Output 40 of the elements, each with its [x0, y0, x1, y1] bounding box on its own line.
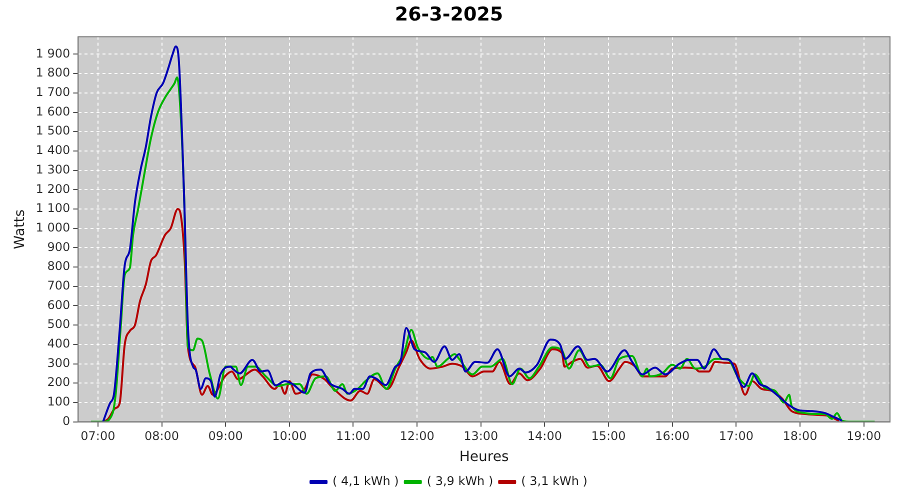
legend-label: ( 3,1 kWh )	[521, 474, 588, 488]
y-tick-label: 800	[47, 259, 70, 274]
y-tick-label: 1 100	[36, 201, 70, 216]
x-tick-label: 17:00	[718, 429, 754, 444]
y-tick-label: 700	[47, 278, 70, 292]
y-tick-label: 1 900	[36, 46, 70, 60]
legend-label: ( 4,1 kWh )	[332, 474, 399, 488]
y-tick-label: 1 300	[36, 162, 70, 176]
x-tick-label: 10:00	[272, 429, 307, 444]
y-tick-label: 1 600	[36, 104, 70, 118]
x-tick-label: 07:00	[80, 429, 116, 444]
y-tick-label: 100	[47, 394, 70, 409]
x-tick-label: 14:00	[527, 429, 562, 444]
x-tick-label: 15:00	[591, 429, 626, 444]
y-tick-label: 500	[47, 317, 70, 332]
x-tick-label: 16:00	[655, 429, 690, 444]
y-tick-label: 600	[47, 298, 70, 312]
y-tick-label: 900	[47, 240, 70, 254]
x-tick-label: 18:00	[782, 429, 818, 444]
y-tick-label: 1 000	[36, 220, 70, 234]
x-axis-title: Heures	[459, 449, 509, 466]
y-tick-label: 1 400	[36, 143, 70, 158]
x-tick-label: 11:00	[336, 429, 371, 444]
y-tick-label: 200	[47, 375, 70, 390]
y-tick-label: 400	[47, 336, 70, 351]
y-tick-label: 300	[47, 356, 70, 370]
y-tick-label: 1 500	[36, 124, 70, 138]
chart-title: 26-3-2025	[394, 3, 504, 26]
legend-label: ( 3,9 kWh )	[426, 474, 494, 488]
y-axis-title: Watts	[12, 209, 28, 250]
y-tick-label: 0	[62, 414, 70, 428]
x-tick-label: 08:00	[144, 429, 180, 444]
x-tick-label: 13:00	[464, 429, 498, 444]
x-tick-label: 12:00	[400, 429, 434, 444]
line-series	[102, 208, 840, 422]
x-tick-label: 19:00	[846, 429, 882, 444]
x-tick-label: 09:00	[208, 429, 243, 444]
y-tick-label: 1 800	[36, 66, 70, 80]
y-tick-label: 1 700	[36, 85, 70, 100]
y-tick-label: 1 200	[36, 182, 70, 196]
